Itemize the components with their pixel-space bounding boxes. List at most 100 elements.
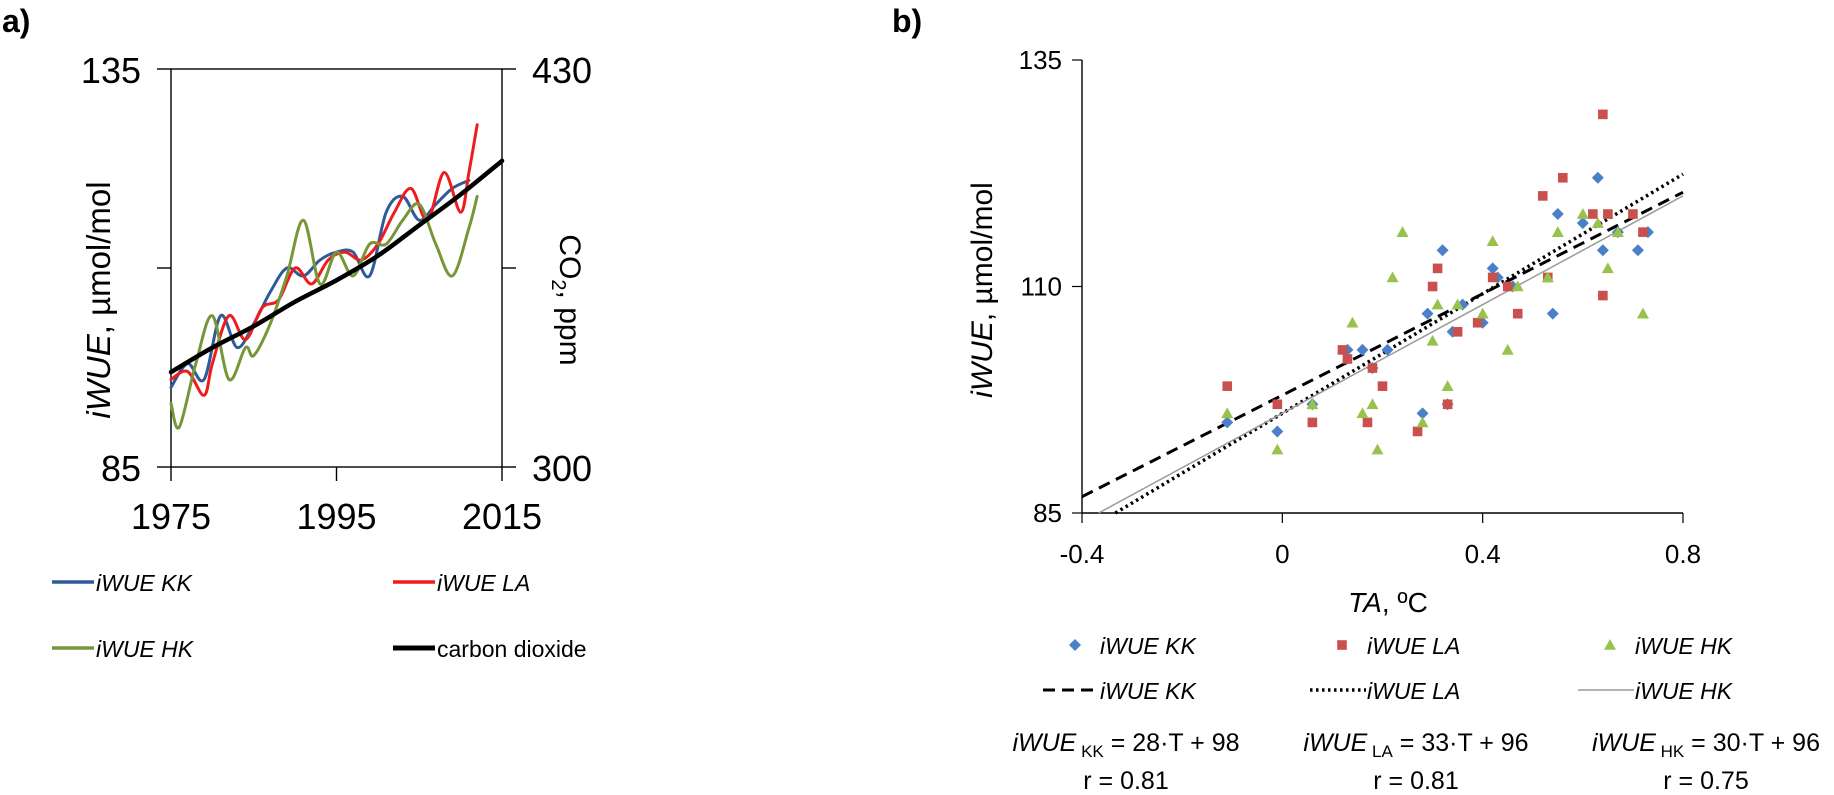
panel-b-legend-marker-label: iWUE LA [1367,633,1460,659]
panel-b-point-square [1432,263,1443,274]
panel-a-series-line-2 [169,194,479,430]
panel-b-point-diamond [1421,307,1434,320]
panel-a-chart: 1975 1995 2015 135 85 430 300 iWUE, µmol/mol C… [52,50,592,662]
panel-b-point-triangle [1431,298,1444,310]
panel-b-point-square [1442,399,1453,410]
panel-b-point-triangle [1501,343,1514,355]
panel-b-correlation: r = 0.81 [1373,767,1458,795]
panel-a-x-tick-label: 1995 [296,496,376,537]
panel-b-point-diamond [1631,244,1644,257]
panel-b-point-diamond [1591,171,1604,184]
panel-b-point-square [1487,272,1498,283]
panel-b-point-square [1638,227,1648,237]
panel-b-point-diamond [1546,307,1559,320]
panel-b-x-tick-label: 0.4 [1465,539,1501,569]
panel-b-point-diamond [1436,244,1449,257]
panel-a-x-tick-label: 1975 [131,496,211,537]
panel-b-point-triangle [1576,208,1589,219]
panel-a-series-line-3 [168,158,505,375]
panel-b-equation: iWUE KK = 28·T + 98 [1012,729,1239,761]
panel-b-legend-marker-diamond [1069,639,1081,651]
panel-a-x-tick-label: 2015 [462,496,542,537]
panel-b-y-tick-label: 85 [1033,498,1062,528]
panel-a-legend-label: iWUE LA [437,570,530,596]
panel-b-point-square [1502,281,1513,292]
panel-b-point-triangle [1221,407,1234,419]
panel-b-x-tick-label: 0.8 [1665,539,1701,569]
panel-b-chart: -0.4 0 0.4 0.8 135 110 85 iWUE, µmol/mol TA, º… [966,45,1820,795]
panel-b-equation: iWUE LA = 33·T + 96 [1303,729,1528,761]
panel-b-point-triangle [1271,443,1284,455]
panel-b-label: b) [892,3,922,39]
panel-a-legend-label: iWUE HK [96,636,195,662]
panel-b-legend-line-label: iWUE LA [1367,678,1460,704]
panel-a-y-tick-label: 85 [101,448,141,489]
panel-b-point-triangle [1441,380,1454,391]
panel-b-legend-line-label: iWUE HK [1635,678,1734,704]
panel-b-point-triangle [1611,226,1624,237]
panel-b-point-triangle [1346,316,1359,328]
panel-b-point-square [1337,345,1348,355]
panel-b-legend-marker-label: iWUE HK [1635,633,1734,659]
panel-b-point-diamond [1486,262,1499,275]
panel-b-x-tick-label: -0.4 [1060,539,1105,569]
panel-b-point-triangle [1551,226,1564,237]
panel-b-point-diamond [1551,208,1564,221]
panel-b-legend-marker-square [1337,640,1347,650]
panel-b-point-triangle [1601,262,1614,274]
panel-a-y-axis-label: iWUE, µmol/mol [80,181,117,418]
panel-a-series-line-1 [169,123,479,397]
panel-a-y-tick-label: 135 [81,50,141,91]
panel-b-point-square [1307,417,1318,428]
panel-b-point-square [1452,327,1463,337]
panel-b-point-triangle [1371,443,1384,455]
panel-b-point-triangle [1541,271,1554,283]
panel-b-point-square [1342,354,1353,364]
panel-b-point-square [1272,399,1283,410]
panel-b-equation: iWUE HK = 30·T + 96 [1592,729,1820,761]
panel-b-point-diamond [1356,343,1369,356]
panel-b-point-triangle [1306,398,1319,410]
panel-b-point-square [1377,381,1388,391]
panel-b-point-triangle [1636,307,1649,319]
panel-b-point-diamond [1576,217,1589,230]
panel-b-y-tick-label: 110 [1021,272,1062,302]
panel-b-point-triangle [1451,298,1464,310]
panel-b-correlation: r = 0.75 [1663,767,1748,795]
panel-b-point-triangle [1591,217,1604,228]
panel-a-y2-tick-label: 300 [532,448,592,489]
panel-b-point-triangle [1396,226,1409,237]
panel-b-point-diamond [1381,343,1394,356]
panel-b-y-tick-label: 135 [1019,45,1062,75]
panel-b-point-square [1472,317,1483,328]
panel-b-point-square [1628,209,1638,219]
panel-b-point-triangle [1486,235,1499,246]
panel-b-point-square [1512,308,1523,319]
panel-a-legend-label: carbon dioxide [437,636,587,662]
panel-b-point-diamond [1271,425,1284,438]
panel-b-point-square [1427,281,1438,292]
panel-b-point-square [1603,209,1613,219]
panel-a-y2-tick-label: 430 [532,50,592,91]
panel-a-plot-frame [170,68,503,468]
panel-b-point-square [1598,109,1608,120]
panel-b-point-triangle [1416,416,1429,428]
panel-a-series-line-0 [169,178,471,389]
panel-b-legend-line-label: iWUE KK [1100,678,1198,704]
panel-b-x-axis-label: TA, ºC [1348,587,1428,618]
panel-b-point-triangle [1366,398,1379,410]
panel-b-trendline-0 [1081,190,1684,499]
panel-b-point-square [1588,209,1598,219]
panel-b-point-square [1558,172,1568,183]
panel-b-point-triangle [1386,271,1399,283]
panel-b-legend-marker-triangle [1604,639,1616,650]
panel-b-legend-marker-label: iWUE KK [1100,633,1198,659]
panel-b-point-triangle [1426,334,1439,346]
panel-a-legend-label: iWUE KK [96,570,194,596]
panel-b-point-diamond [1596,244,1609,257]
panel-b-point-diamond [1416,407,1429,420]
panel-a-y2-axis-label: CO2, ppm [547,234,586,365]
panel-b-point-square [1537,191,1548,201]
panel-b-trendline-1 [1114,172,1684,515]
panel-b-point-square [1598,290,1608,301]
